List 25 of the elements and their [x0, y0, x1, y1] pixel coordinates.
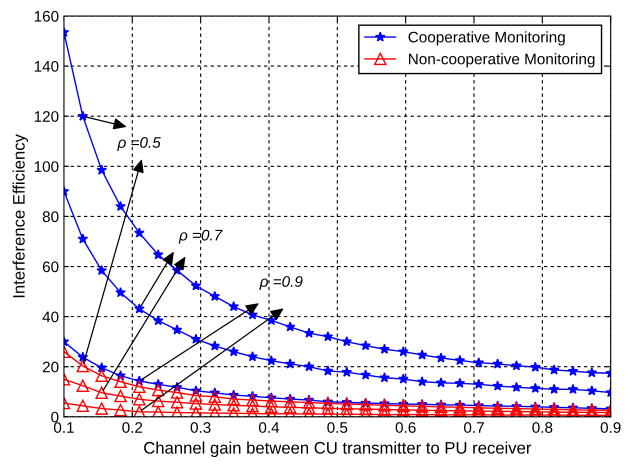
y-tick-label: 120: [34, 111, 58, 122]
y-tick-label: 140: [34, 60, 58, 72]
y-tick-label: 40: [42, 311, 58, 322]
y-tick-label: 60: [42, 261, 58, 272]
x-tick-label: 0.2: [122, 422, 142, 433]
x-tick-label: 0.7: [464, 422, 484, 433]
x-tick-label: 0.3: [190, 422, 211, 433]
x-tick-label: 0.9: [600, 422, 621, 433]
x-tick-label: 0.4: [258, 422, 280, 433]
y-tick-label: 0: [51, 412, 58, 423]
y-tick-label: 80: [42, 211, 58, 222]
x-tick-label: 0.6: [396, 422, 416, 433]
y-tick-label: 100: [34, 161, 58, 172]
y-tick-label: 20: [42, 362, 58, 372]
legend-label: Non-cooperative Monitoring: [409, 53, 594, 68]
y-tick-label: 160: [34, 10, 58, 22]
legend-label: Cooperative Monitoring: [408, 31, 565, 46]
x-tick-label: 0.1: [54, 422, 74, 433]
annotation: ρ =0.7: [178, 230, 223, 244]
x-axis-title: Channel gain between CU transmitter to PU receiver: [144, 441, 532, 458]
y-axis-title: Interference Efficiency: [12, 134, 28, 298]
annotation: ρ =0.5: [117, 137, 161, 151]
x-tick-label: 0.8: [532, 422, 552, 433]
x-tick-label: 0.5: [327, 422, 348, 433]
annotation: ρ =0.9: [259, 276, 303, 290]
